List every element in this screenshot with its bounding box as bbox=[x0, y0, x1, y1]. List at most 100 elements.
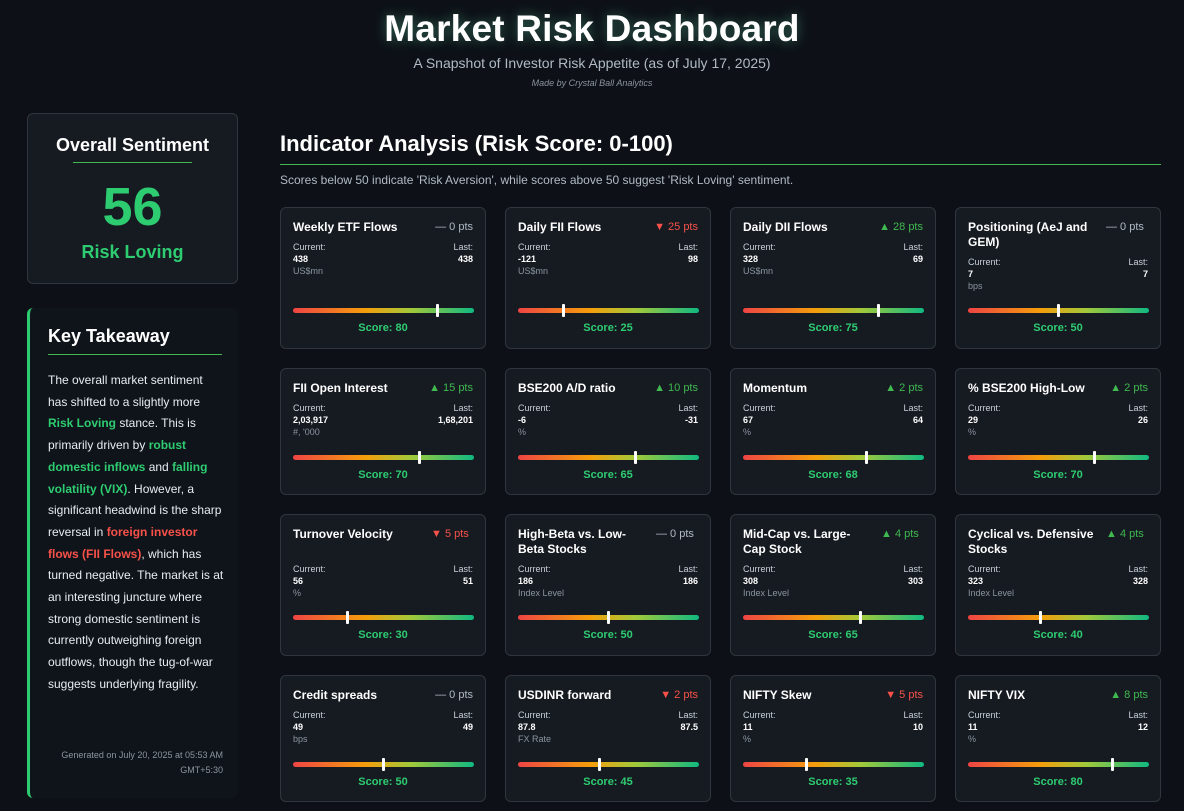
current-value: 438 bbox=[293, 254, 309, 264]
indicator-name: Turnover Velocity bbox=[293, 527, 393, 541]
score-marker bbox=[1057, 304, 1060, 317]
current-label: Current: bbox=[743, 242, 776, 252]
last-value: 303 bbox=[907, 576, 923, 586]
last-value: 26 bbox=[1137, 415, 1148, 425]
indicator-change: ▲ 28 pts bbox=[879, 221, 923, 233]
overall-sentiment-label: Risk Loving bbox=[81, 242, 184, 262]
current-value: -6 bbox=[518, 415, 527, 425]
indicator-change: — 0 pts bbox=[1106, 221, 1144, 233]
indicator-card: Credit spreads — 0 pts Current: Last: 49 49 bp… bbox=[280, 675, 486, 802]
overall-sentiment-score: 56 bbox=[102, 177, 163, 237]
unit-label: % bbox=[293, 588, 302, 598]
unit-label: % bbox=[518, 427, 527, 437]
indicator-score: Score: 70 bbox=[1033, 469, 1083, 481]
unit-label: % bbox=[968, 734, 977, 744]
indicator-change: ▲ 2 pts bbox=[1110, 382, 1148, 394]
indicator-card: BSE200 A/D ratio ▲ 10 pts Current: Last: -6 -… bbox=[505, 368, 711, 495]
takeaway-highlight: robust domestic inflows bbox=[48, 438, 187, 474]
indicator-name: Weekly ETF Flows bbox=[293, 220, 398, 234]
indicator-card: NIFTY VIX ▲ 8 pts Current: Last: 11 12% Score:… bbox=[955, 675, 1161, 802]
indicator-score: Score: 45 bbox=[583, 776, 633, 788]
risk-score-bar bbox=[743, 304, 924, 317]
indicator-change: ▼ 2 pts bbox=[660, 689, 698, 701]
unit-label: US$mn bbox=[743, 266, 774, 276]
current-value: 56 bbox=[293, 576, 304, 586]
indicator-card: Positioning (AeJ and GEM) — 0 pts Current:… bbox=[955, 207, 1161, 349]
indicator-section-title: Indicator Analysis (Risk Score: 0-100) bbox=[280, 131, 673, 156]
unit-label: bps bbox=[293, 734, 308, 744]
indicator-name: Positioning (AeJ and GEM) bbox=[968, 220, 1088, 249]
indicator-name: USDINR forward bbox=[518, 688, 612, 702]
current-value: 7 bbox=[968, 269, 974, 279]
indicator-card: Turnover Velocity ▼ 5 pts Current: Last: 56 5… bbox=[280, 514, 486, 656]
risk-score-bar bbox=[968, 611, 1149, 624]
last-label: Last: bbox=[678, 564, 698, 574]
current-label: Current: bbox=[518, 710, 551, 720]
current-value: 323 bbox=[968, 576, 984, 586]
indicator-score: Score: 50 bbox=[1033, 322, 1083, 334]
score-marker bbox=[804, 758, 808, 771]
last-value: 1,68,201 bbox=[437, 415, 473, 425]
takeaway-text-part: and bbox=[145, 459, 173, 474]
last-label: Last: bbox=[903, 710, 923, 720]
score-marker bbox=[418, 451, 422, 464]
indicator-name: NIFTY Skew bbox=[743, 688, 812, 702]
last-label: Last: bbox=[453, 710, 473, 720]
indicator-change: ▲ 15 pts bbox=[429, 382, 473, 394]
last-label: Last: bbox=[1128, 403, 1148, 413]
takeaway-highlight-negative: foreign investor flows (FII Flows) bbox=[48, 524, 198, 561]
indicator-score: Score: 40 bbox=[1033, 629, 1083, 641]
indicator-change: ▼ 5 pts bbox=[431, 528, 469, 540]
unit-label: % bbox=[968, 427, 977, 437]
indicator-card: Daily DII Flows ▲ 28 pts Current: Last: 328 6… bbox=[730, 207, 936, 349]
score-marker bbox=[864, 451, 868, 464]
last-label: Last: bbox=[678, 710, 698, 720]
last-value: 64 bbox=[912, 415, 923, 425]
current-label: Current: bbox=[518, 242, 551, 252]
last-value: 69 bbox=[912, 254, 923, 264]
indicator-score: Score: 80 bbox=[1033, 776, 1083, 788]
indicator-change: — 0 pts bbox=[656, 528, 694, 540]
current-label: Current: bbox=[293, 242, 326, 252]
risk-score-bar bbox=[293, 451, 474, 464]
last-value: 186 bbox=[682, 576, 698, 586]
unit-label: Index Level bbox=[743, 588, 790, 598]
indicator-score: Score: 50 bbox=[583, 629, 633, 641]
indicator-change: ▲ 10 pts bbox=[654, 382, 698, 394]
indicator-score: Score: 80 bbox=[358, 322, 408, 334]
last-value: 51 bbox=[462, 576, 473, 586]
indicator-score: Score: 30 bbox=[358, 629, 408, 641]
current-label: Current: bbox=[293, 710, 326, 720]
indicator-card: % BSE200 High-Low ▲ 2 pts Current: Last: 29 2… bbox=[955, 368, 1161, 495]
risk-score-bar bbox=[968, 451, 1149, 464]
current-label: Current: bbox=[743, 564, 776, 574]
last-value: -31 bbox=[684, 415, 698, 425]
risk-score-bar bbox=[293, 611, 474, 624]
current-value: 11 bbox=[743, 722, 753, 732]
last-value: 328 bbox=[1132, 576, 1148, 586]
current-value: 87.8 bbox=[518, 722, 536, 732]
current-label: Current: bbox=[968, 710, 1001, 720]
current-value: 308 bbox=[743, 576, 759, 586]
risk-score-bar bbox=[743, 758, 924, 771]
last-label: Last: bbox=[1128, 257, 1148, 267]
indicator-name: BSE200 A/D ratio bbox=[518, 381, 616, 395]
divider bbox=[73, 162, 192, 163]
current-label: Current: bbox=[968, 564, 1001, 574]
unit-label: #, '000 bbox=[293, 427, 320, 437]
indicator-name: Momentum bbox=[743, 381, 807, 395]
divider bbox=[280, 164, 1161, 165]
indicator-name: Daily FII Flows bbox=[518, 220, 602, 234]
takeaway-highlight: Risk Loving bbox=[48, 416, 117, 431]
indicator-score: Score: 70 bbox=[358, 469, 408, 481]
last-value: 87.5 bbox=[680, 722, 698, 732]
overall-sentiment-title: Overall Sentiment bbox=[55, 135, 210, 155]
generated-timestamp: Generated on July 20, 2025 at 05:53 AM G… bbox=[61, 750, 223, 775]
indicator-name: NIFTY VIX bbox=[968, 688, 1026, 702]
indicator-card: FII Open Interest ▲ 15 pts Current: Last: 2,… bbox=[280, 368, 486, 495]
takeaway-highlight: falling volatility (VIX) bbox=[48, 459, 208, 496]
indicator-score: Score: 50 bbox=[358, 776, 408, 788]
last-label: Last: bbox=[903, 564, 923, 574]
last-label: Last: bbox=[903, 242, 923, 252]
current-value: 29 bbox=[968, 415, 979, 425]
